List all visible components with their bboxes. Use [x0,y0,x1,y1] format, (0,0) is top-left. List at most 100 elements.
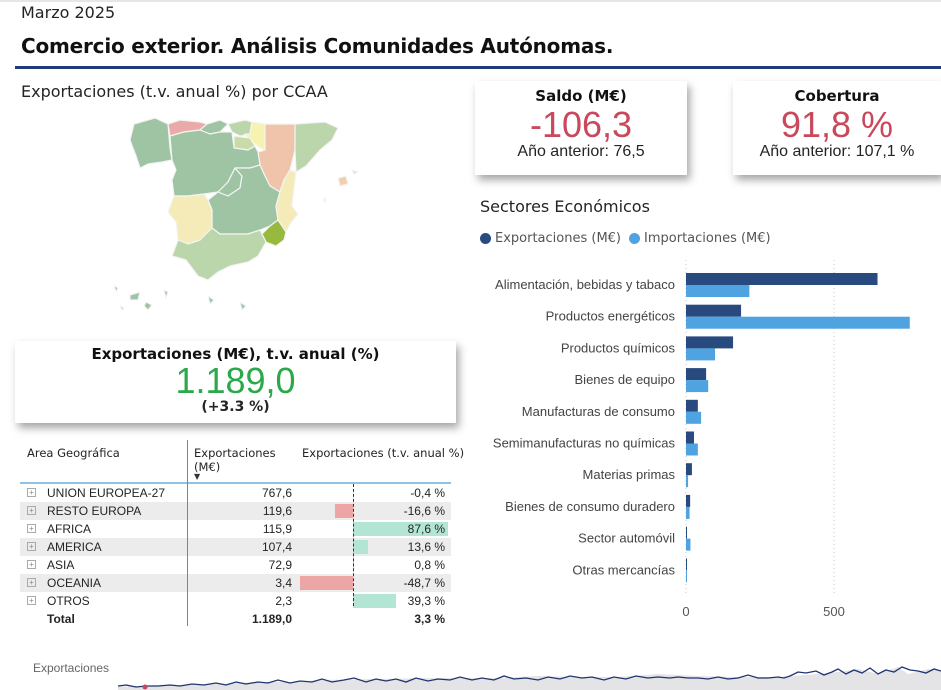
region-canarias[interactable] [113,284,247,311]
total-label: Total [47,612,75,626]
tv-value: 13,6 % [407,540,445,554]
expand-icon[interactable]: + [27,578,36,587]
bar-imports[interactable] [686,285,750,297]
expand-icon[interactable]: + [27,596,36,605]
saldo-previous: Año anterior: 76,5 [517,143,645,160]
bar-exports[interactable] [686,526,687,539]
table-row[interactable]: + AMERICA 107,4 13,6 % [20,538,451,556]
col-header-tv[interactable]: Exportaciones (t.v. anual %) [302,446,465,460]
area-name: ASIA [47,558,75,572]
table-row[interactable]: + OCEANIA 3,4 -48,7 % [20,574,451,592]
table-total-row: Total 1.189,0 3,3 % [20,610,451,628]
expand-icon[interactable]: + [27,542,36,551]
col-header-area[interactable]: Area Geográfica [27,446,120,460]
bar-exports[interactable] [686,368,707,381]
legend-dot-exports [480,233,491,244]
exports-value: 767,6 [261,486,292,500]
bar-exports[interactable] [686,399,698,412]
bar-exports[interactable] [686,304,742,317]
exports-card: Exportaciones (M€), t.v. anual (%) 1.189… [15,341,456,423]
area-name: RESTO EUROPA [47,504,142,518]
page-title: Comercio exterior. Análisis Comunidades … [21,34,614,58]
positive-bar [353,540,368,554]
tv-value: 87,6 % [407,522,445,536]
period-label: Marzo 2025 [21,3,116,22]
title-divider [15,66,941,69]
bar-imports[interactable] [686,475,689,488]
saldo-card: Saldo (M€) -106,3 Año anterior: 76,5 [475,81,687,175]
area-name: OCEANIA [47,576,102,590]
bar-exports[interactable] [686,431,694,444]
legend-label-exports: Exportaciones (M€) [495,231,622,246]
sectors-bar-chart: 0 500 Alimentación, bebidas y tabaco Produc… [493,260,910,619]
region-valencia[interactable] [275,169,299,233]
expand-icon[interactable]: + [27,560,36,569]
saldo-value: -106,3 [529,104,633,145]
tv-value: -48,7 % [403,576,445,590]
area-name: AFRICA [47,522,92,536]
sort-desc-icon[interactable]: ▼ [194,472,201,481]
negative-bar [334,504,353,518]
region-andalucia[interactable] [171,227,267,281]
expand-icon[interactable]: + [27,524,36,533]
category-label: Otras mercancías [572,562,675,577]
table-row[interactable]: + AFRICA 115,9 87,6 % [20,520,451,538]
total-tv: 3,3 % [414,612,445,626]
area-name: UNION EUROPEA-27 [47,486,166,500]
x-tick-label: 500 [823,604,845,619]
exports-value: 2,3 [275,594,292,608]
bar-exports[interactable] [686,558,687,571]
category-label: Sector automóvil [578,531,675,546]
bar-exports[interactable] [686,494,691,507]
region-cataluna[interactable] [294,121,339,173]
col-header-exports[interactable]: Exportaciones (M€) [194,446,276,474]
exports-value: 3,4 [275,576,292,590]
sectors-legend: Exportaciones (M€) Importaciones (M€) [480,231,771,246]
sectors-title: Sectores Económicos [480,197,650,216]
saldo-title: Saldo (M€) [535,87,627,105]
legend-dot-imports [629,233,641,244]
bar-imports[interactable] [686,443,698,456]
region-baleares[interactable] [323,169,359,203]
sparkline-label: Exportaciones [33,661,110,675]
tv-value: -0,4 % [410,486,445,500]
table-row[interactable]: + RESTO EUROPA 119,6 -16,6 % [20,502,451,520]
tv-value: -16,6 % [403,504,445,518]
sparkline-min-marker [142,684,148,690]
bar-exports[interactable] [686,336,734,349]
category-label: Manufacturas de consumo [522,404,675,419]
category-label: Productos químicos [561,340,676,355]
table-row[interactable]: + ASIA 72,9 0,8 % [20,556,451,574]
exports-value: 1.189,0 [175,360,296,401]
exports-change: (+3.3 %) [201,399,270,415]
exports-sparkline [118,666,941,690]
cobertura-title: Cobertura [794,87,880,105]
region-galicia[interactable] [129,117,173,169]
bar-imports[interactable] [686,506,690,519]
exports-value: 115,9 [262,522,292,536]
spain-map[interactable] [100,110,370,320]
bar-exports[interactable] [686,273,878,285]
tv-value: 0,8 % [414,558,445,572]
exports-value: 119,6 [262,504,292,518]
positive-bar [353,594,396,608]
area-name: AMERICA [47,540,102,554]
bar-imports[interactable] [686,348,716,361]
table-row[interactable]: + UNION EUROPEA-27 767,6 -0,4 % [20,484,451,502]
table-row[interactable]: + OTROS 2,3 39,3 % [20,592,451,610]
exports-title: Exportaciones (M€), t.v. anual (%) [91,345,380,363]
bar-exports[interactable] [686,463,692,476]
bar-imports[interactable] [686,411,702,424]
expand-icon[interactable]: + [27,506,36,515]
category-label: Materias primas [583,467,676,482]
exports-value: 107,4 [261,540,292,554]
bar-imports[interactable] [686,380,709,393]
expand-icon[interactable]: + [27,488,36,497]
bar-imports[interactable] [686,316,910,329]
cobertura-value: 91,8 % [780,104,894,145]
category-label: Semimanufacturas no químicas [493,436,676,451]
cobertura-card: Cobertura 91,8 % Año anterior: 107,1 % [733,81,941,175]
total-exports: 1.189,0 [251,612,292,626]
bar-imports[interactable] [686,570,687,583]
bar-imports[interactable] [686,538,691,551]
